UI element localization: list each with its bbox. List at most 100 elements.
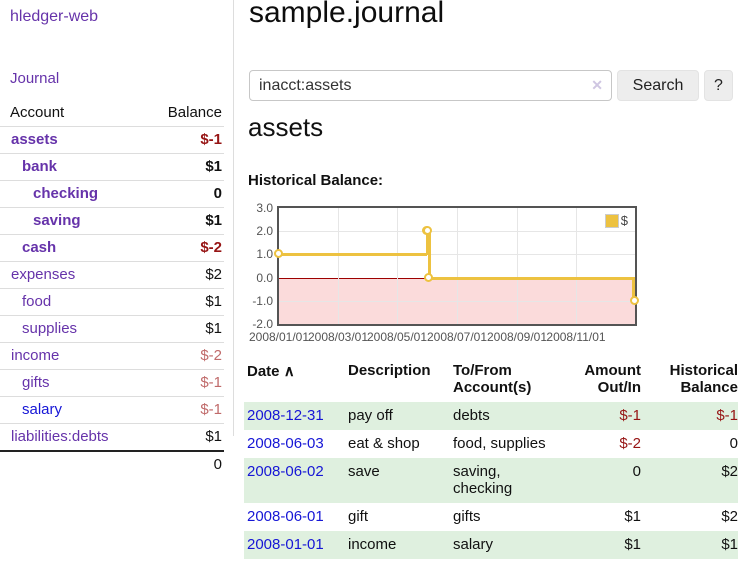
date-cell: 2008-12-31: [244, 402, 345, 430]
account-cell: food: [0, 288, 141, 316]
x-axis-tick-label: 2008/07/01: [426, 330, 488, 344]
account-row: cash $-2: [0, 234, 224, 262]
account-link-cash[interactable]: cash: [22, 239, 57, 256]
balance-cell: $1: [140, 153, 224, 181]
balance-cell: $2: [641, 458, 738, 503]
balance-cell: $-1: [140, 396, 224, 424]
account-cell: gifts: [0, 369, 141, 397]
sidebar-item-journal[interactable]: Journal: [10, 70, 60, 87]
register-header-row: Date ∧ Description To/From Account(s) Am…: [244, 358, 738, 402]
y-axis-tick-label: 0.0: [256, 271, 273, 285]
transaction-date-link[interactable]: 2008-01-01: [247, 536, 324, 553]
account-cell: saving: [0, 207, 141, 235]
date-cell: 2008-01-01: [244, 531, 345, 559]
y-axis-tick-label: 1.0: [256, 247, 273, 261]
amount-cell: $-2: [619, 435, 641, 452]
account-row: gifts $-1: [0, 369, 224, 397]
amount-column-header: Amount Out/In: [584, 362, 641, 396]
description-column-header: Description: [348, 362, 431, 379]
y-axis-tick-label: -2.0: [252, 317, 273, 331]
date-column-header[interactable]: Date ∧: [244, 358, 345, 402]
balance-cell: $1: [140, 315, 224, 343]
balance-cell: $1: [140, 207, 224, 235]
series-segment: [428, 230, 431, 278]
data-point-marker: [424, 273, 433, 282]
account-cell: liabilities:debts: [0, 423, 141, 452]
vertical-gridline: [457, 208, 458, 324]
accounts-cell: saving, checking: [450, 458, 565, 503]
description-cell: gift: [348, 508, 369, 525]
date-cell: 2008-06-01: [244, 503, 345, 531]
x-axis-tick-label: 2008/11/01: [546, 330, 606, 344]
balance-cell: $-2: [140, 234, 224, 262]
account-table-header-row: Account Balance: [0, 100, 224, 127]
description-cell: save: [345, 458, 450, 503]
brand-link[interactable]: hledger-web: [10, 8, 99, 25]
account-link-expenses[interactable]: expenses: [11, 266, 76, 283]
account-link-checking[interactable]: checking: [33, 185, 99, 202]
account-cell: expenses: [0, 261, 141, 289]
amount-cell: $1: [565, 531, 641, 559]
search-button[interactable]: Search: [617, 70, 699, 101]
y-axis-tick-label: 2.0: [256, 224, 273, 238]
chart-title: Historical Balance:: [248, 172, 384, 189]
accounts-cell: gifts: [453, 508, 481, 525]
account-row: salary $-1: [0, 396, 224, 424]
accounts-column-header: To/From Account(s): [453, 362, 532, 396]
accounts-cell: debts: [450, 402, 565, 430]
account-link-bank[interactable]: bank: [22, 158, 58, 175]
total-row: 0: [0, 450, 224, 478]
account-link-assets[interactable]: assets: [11, 131, 58, 148]
account-row: food $1: [0, 288, 224, 316]
clear-search-icon[interactable]: ✕: [591, 77, 603, 93]
x-axis-tick-label: 2008/01/01: [248, 330, 310, 344]
account-link-liabilities-debts[interactable]: liabilities:debts: [11, 428, 109, 445]
vertical-gridline: [397, 208, 398, 324]
account-row: expenses $2: [0, 261, 224, 289]
data-point-marker: [630, 296, 639, 305]
transaction-date-link[interactable]: 2008-06-01: [247, 508, 324, 525]
account-heading: assets: [248, 112, 324, 142]
transaction-date-link[interactable]: 2008-06-02: [247, 463, 324, 480]
register-row: 2008-06-02 save saving, checking 0 $2: [244, 458, 738, 503]
balance-cell: $1: [140, 288, 224, 316]
account-link-food[interactable]: food: [22, 293, 52, 310]
register-row: 2008-12-31 pay off debts $-1 $-1: [244, 402, 738, 430]
balance-cell: 0: [140, 180, 224, 208]
help-button[interactable]: ?: [704, 70, 733, 101]
register-row: 2008-01-01 income salary $1 $1: [244, 531, 738, 559]
transaction-date-link[interactable]: 2008-06-03: [247, 435, 324, 452]
series-segment: [426, 230, 429, 255]
x-axis-tick-label: 2008/09/01: [486, 330, 548, 344]
search-input-wrap: ✕: [249, 70, 612, 101]
description-cell: income: [345, 531, 450, 559]
chart-legend: $: [603, 212, 628, 229]
balance-cell: $2: [140, 261, 224, 289]
account-row: income $-2: [0, 342, 224, 370]
account-link-saving[interactable]: saving: [33, 212, 81, 229]
account-link-income[interactable]: income: [11, 347, 60, 364]
search-form: ✕ Search ?: [249, 70, 742, 102]
amount-cell: $-1: [565, 402, 641, 430]
account-link-gifts[interactable]: gifts: [22, 374, 50, 391]
account-link-salary[interactable]: salary: [22, 401, 63, 418]
account-cell: assets: [0, 126, 141, 154]
account-cell: income: [0, 342, 141, 370]
account-link-supplies[interactable]: supplies: [22, 320, 78, 337]
series-segment: [279, 253, 427, 256]
balance-cell: $-2: [140, 342, 224, 370]
account-row: checking 0: [0, 180, 224, 208]
balance-column-header: Historical Balance: [669, 362, 738, 396]
balance-cell: $2: [721, 508, 738, 525]
series-segment: [429, 277, 635, 280]
date-cell: 2008-06-02: [244, 458, 345, 503]
data-point-marker: [274, 249, 283, 258]
description-cell: eat & shop: [348, 435, 420, 452]
balance-cell: $1: [140, 423, 224, 452]
account-row: supplies $1: [0, 315, 224, 343]
transaction-date-link[interactable]: 2008-12-31: [247, 407, 324, 424]
search-input[interactable]: [249, 70, 612, 101]
amount-cell: 0: [565, 458, 641, 503]
historical-balance-chart[interactable]: 3.0 2.0 1.0 0.0 -1.0 -2.0 $ 2008/01/01 2008/03…: [245, 201, 675, 351]
account-cell: checking: [0, 180, 141, 208]
